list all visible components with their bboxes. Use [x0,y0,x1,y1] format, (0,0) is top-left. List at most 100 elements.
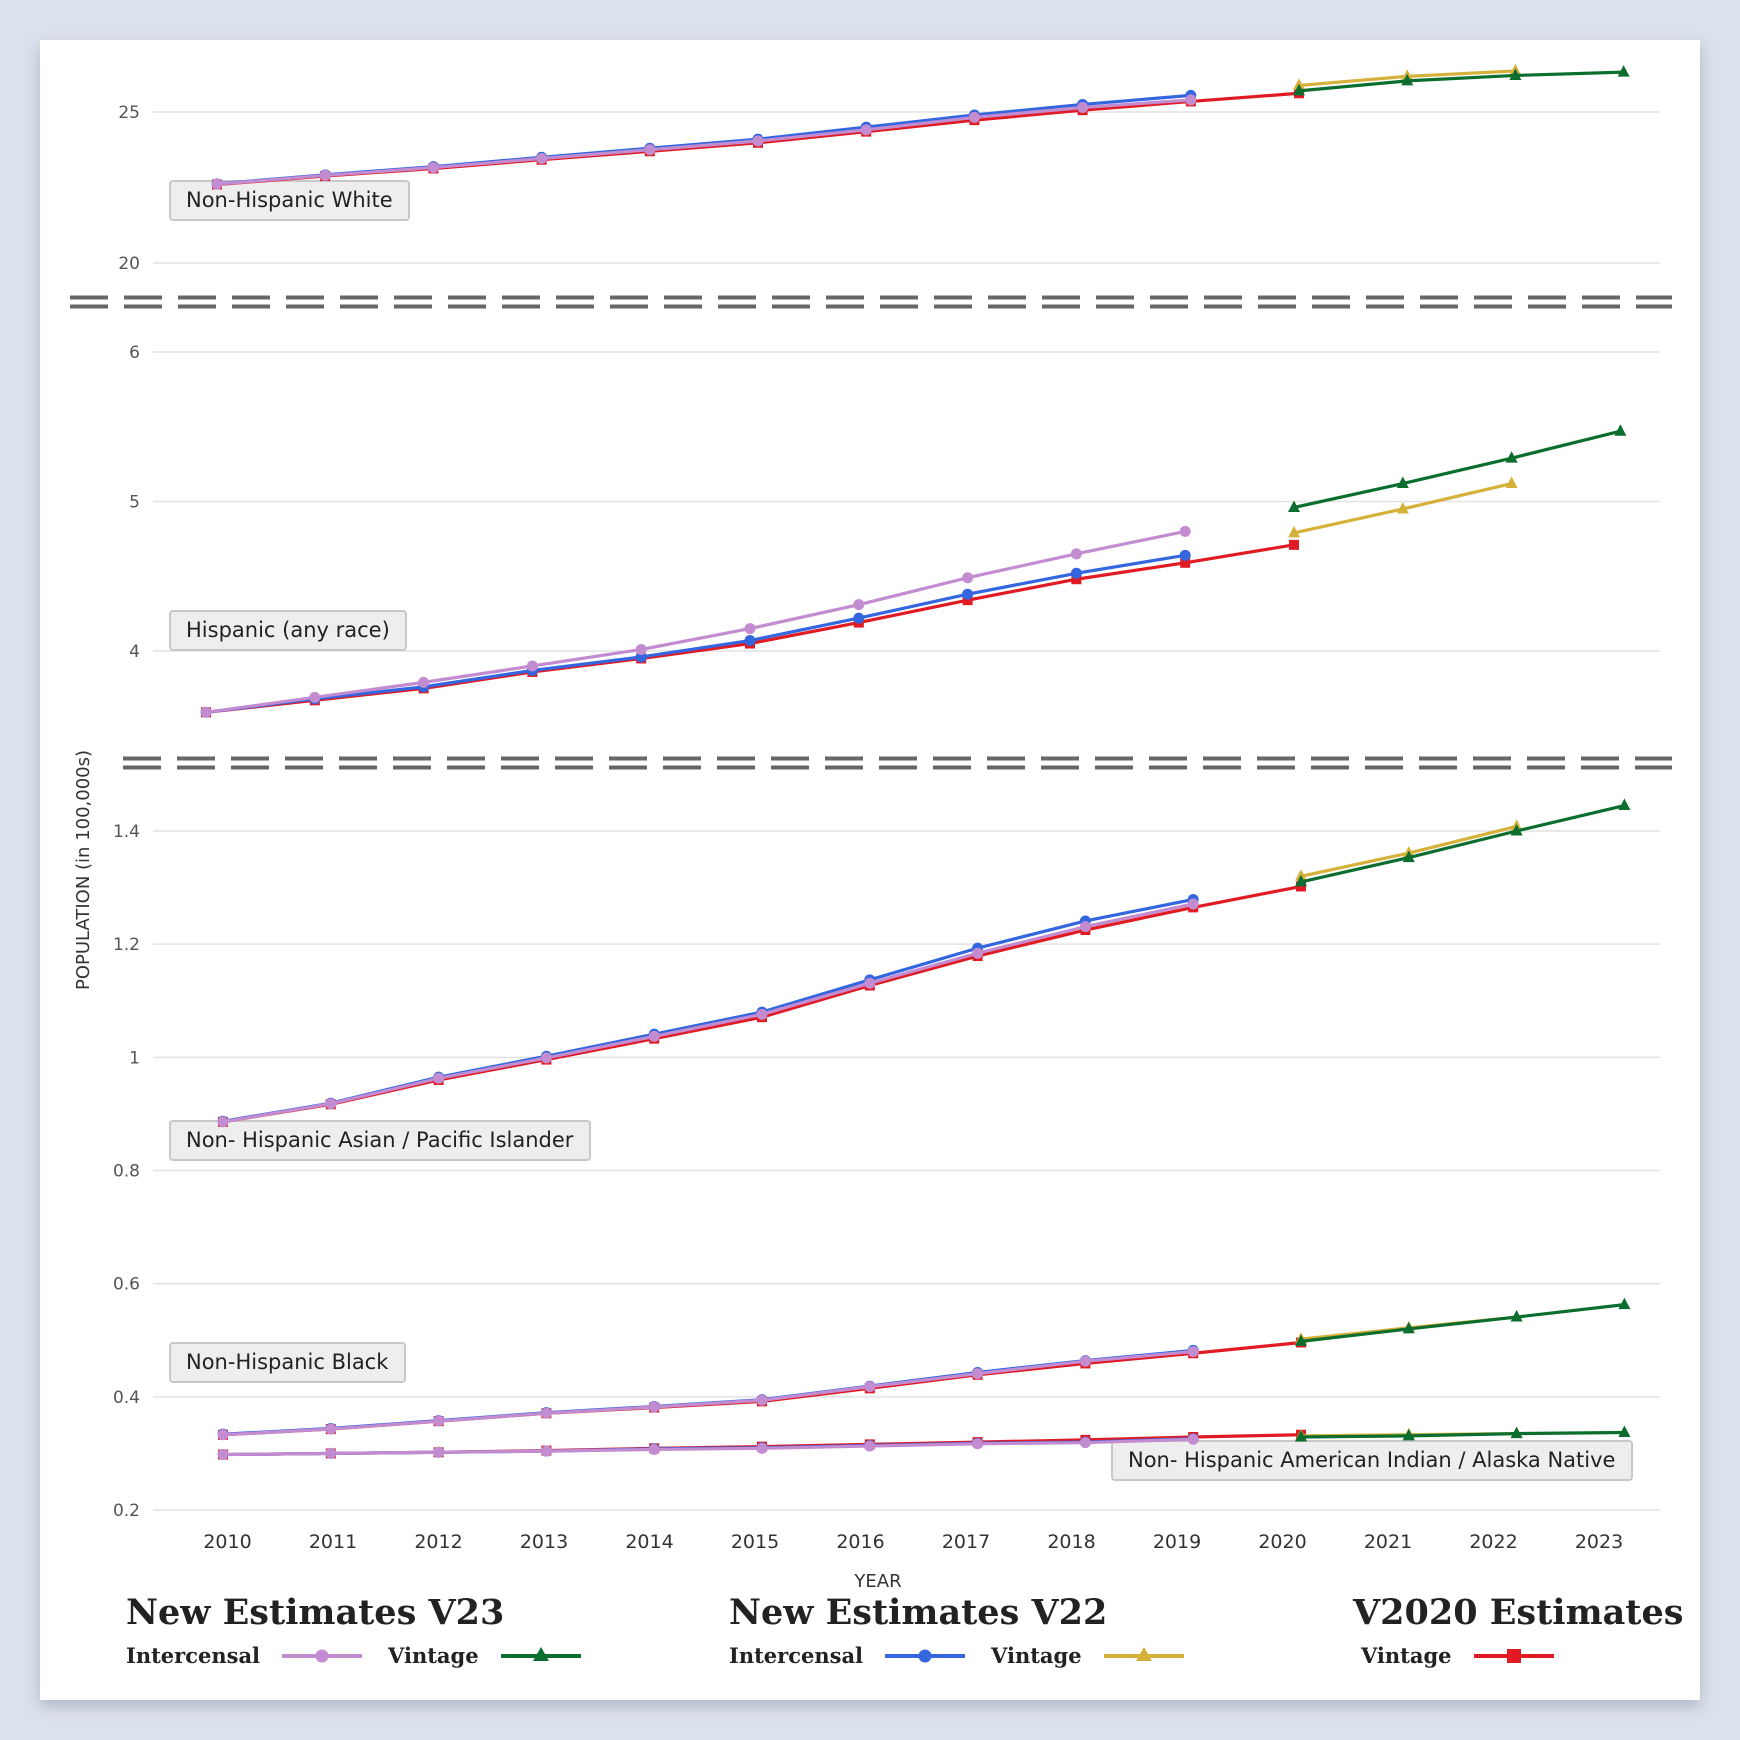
y-tick-label: 6 [129,343,140,363]
y-tick-label: 1.4 [113,822,140,842]
data-point [648,1401,660,1413]
series-line [1300,803,1625,884]
data-point [1288,500,1300,512]
series-line [222,1349,1194,1437]
data-point [1510,1310,1523,1322]
series-line [1298,70,1624,93]
data-point [864,1440,876,1452]
data-point [1187,1433,1199,1445]
data-point [1295,1334,1307,1346]
data-point [319,169,331,181]
data-point [217,1429,229,1441]
data-point [744,623,756,635]
data-point [1071,574,1082,585]
data-point [860,124,872,136]
data-point [1187,898,1199,910]
series-line [222,897,1194,1123]
y-tick-label: 20 [118,254,140,274]
group-label: Non-Hispanic White [169,180,410,221]
data-point [1070,567,1082,579]
group-label-text: Non-Hispanic White [186,188,393,212]
series-lines [200,63,1631,1461]
y-tick-label: 4 [129,642,140,662]
data-point [864,977,876,989]
data-point [1070,548,1082,560]
data-point [1180,557,1191,568]
y-tick-label: 5 [129,493,140,513]
group-labels: Non-Hispanic White Hispanic (any race) Non… [169,180,1633,1481]
y-tick-label: 0.8 [113,1162,140,1182]
x-tick-label: 2022 [1469,1531,1517,1553]
y-axis-title: POPULATION (in 100,000s) [73,750,94,990]
data-point [433,1415,445,1427]
data-point [1402,1321,1415,1334]
data-point [526,660,538,672]
data-point [540,1445,552,1457]
data-point [1396,501,1409,514]
data-point [217,1116,229,1128]
data-point [1079,1355,1091,1367]
data-point [540,1407,552,1419]
series-v23-intercensal [200,525,1191,718]
data-point [756,1394,768,1406]
data-point [1617,65,1630,77]
x-tick-label: 2019 [1153,1531,1201,1553]
data-point [1079,1437,1091,1449]
data-point [200,706,212,718]
data-point [1296,881,1306,892]
data-point [325,1098,337,1110]
y-tick-label: 1 [129,1048,140,1068]
group-label: Non- Hispanic Asian / Pacific Islander [169,1120,591,1161]
data-point [540,1052,552,1064]
x-tick-label: 2023 [1575,1531,1623,1553]
data-point [536,153,548,165]
data-point [217,1449,229,1461]
x-axis-title: YEAR [853,1571,901,1592]
data-point [962,595,973,606]
data-point [1288,525,1300,538]
data-point [1401,73,1414,86]
data-point [1505,476,1518,489]
group-label-box [169,610,407,651]
data-point [211,178,223,190]
data-point [1079,921,1091,933]
group-label-box [169,1342,406,1383]
series-line [222,1437,1194,1457]
data-point [1289,539,1299,550]
y-tick-labels: 20 25 4 5 6 0.2 0.4 0.6 0.8 1 1.2 1.4 [113,103,140,1521]
data-point [325,1447,337,1459]
series-line [216,93,1191,186]
data-point [756,1008,768,1020]
x-tick-label: 2014 [625,1531,673,1553]
axis-break [70,295,1672,309]
data-point [1402,850,1415,863]
gridlines [153,111,1660,1511]
y-tick-label: 0.2 [113,1501,140,1521]
data-point [1505,451,1518,463]
data-point [1402,1428,1415,1441]
x-tick-label: 2017 [942,1531,990,1553]
data-point [853,612,865,624]
data-point [1618,1425,1631,1437]
series-line [205,529,1186,714]
data-point [1179,549,1191,561]
x-tick-labels: 2010 2011 2012 2013 2014 2015 2016 2017 2018 2019… [203,1531,1623,1553]
series-v23-vintage [1295,798,1631,887]
data-point [1509,68,1522,80]
x-tick-label: 2012 [414,1531,462,1553]
series-line [222,902,1194,1124]
data-point [1618,1297,1631,1310]
data-point [433,1446,445,1458]
x-tick-label: 2015 [731,1531,779,1553]
group-label-text: Non-Hispanic Black [186,1350,389,1374]
y-tick-label: 0.4 [113,1388,140,1408]
data-point [1618,798,1631,811]
y-tick-label: 1.2 [113,935,140,955]
data-point [972,947,984,959]
series-v22-vintage [1295,819,1523,881]
data-point [853,599,865,611]
data-point [1396,476,1409,489]
series-line [205,553,1186,714]
data-point [962,572,974,584]
